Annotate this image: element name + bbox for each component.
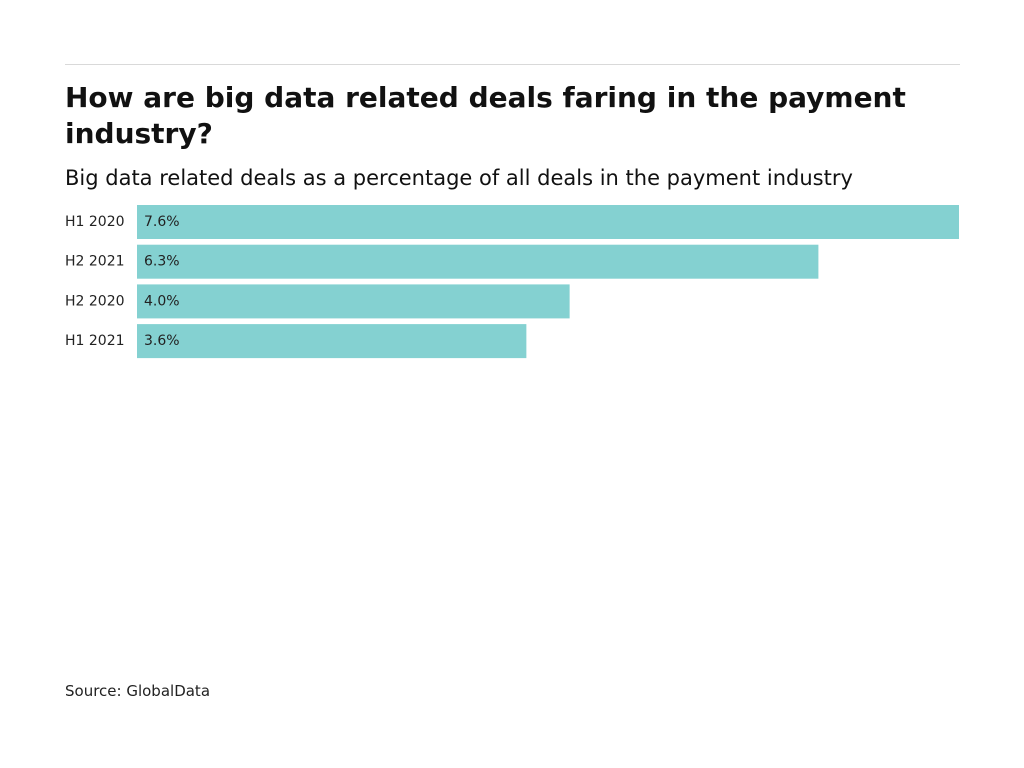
- bar-value-label: 6.3%: [144, 254, 180, 270]
- category-label: H2 2020: [65, 293, 125, 309]
- category-label: H1 2020: [65, 214, 125, 230]
- bar-value-label: 7.6%: [144, 214, 180, 230]
- category-label: H2 2021: [65, 254, 125, 270]
- bar: [137, 284, 570, 319]
- bar-value-label: 4.0%: [144, 293, 180, 309]
- bar: [137, 244, 819, 279]
- chart-subtitle: Big data related deals as a percentage o…: [65, 166, 853, 190]
- chart-title: How are big data related deals faring in…: [65, 81, 906, 150]
- source-note: Source: GlobalData: [65, 682, 211, 700]
- bar: [137, 205, 959, 239]
- bar-value-label: 3.6%: [144, 333, 180, 349]
- bar: [137, 324, 527, 359]
- category-label: H1 2021: [65, 333, 125, 349]
- top-divider: [65, 64, 960, 65]
